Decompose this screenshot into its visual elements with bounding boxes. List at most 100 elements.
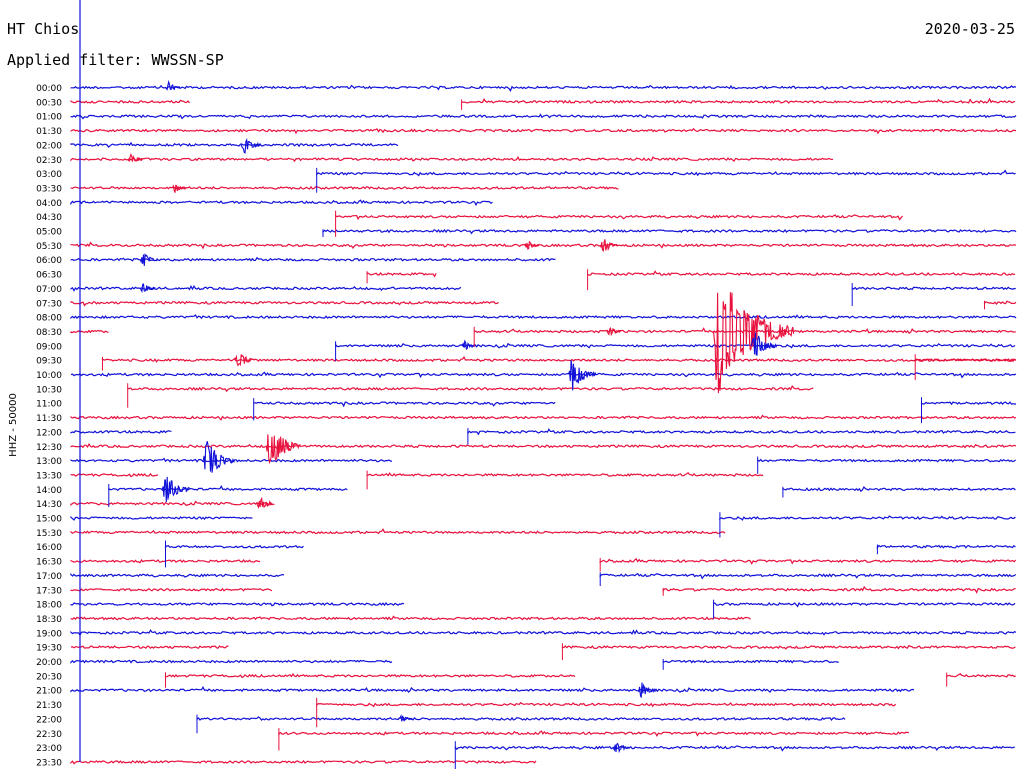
trace-row-26-seg-1 [757, 458, 1017, 463]
event-burst-11 [750, 332, 778, 356]
event-burst-7 [139, 283, 156, 294]
trace-row-39-seg-0 [70, 645, 229, 650]
event-burst-0 [165, 79, 181, 91]
event-burst-20 [612, 742, 630, 754]
row-label-0930: 09:30 [36, 357, 62, 367]
trace-row-4-seg-0 [70, 141, 399, 148]
row-label-2300: 23:00 [36, 744, 62, 754]
row-label-1700: 17:00 [36, 572, 62, 582]
event-burst-6 [139, 252, 158, 266]
event-burst-5 [599, 239, 619, 252]
trace-row-27-seg-0 [70, 472, 159, 478]
trace-row-21-seg-0 [127, 384, 814, 393]
trace-row-19-seg-0 [101, 355, 1017, 363]
trace-row-34-seg-1 [599, 572, 1017, 580]
record-date: 2020-03-25 [924, 20, 1015, 38]
trace-row-9-seg-0 [335, 214, 904, 221]
trace-row-26-seg-0 [70, 457, 393, 463]
trace-row-45-seg-0 [278, 730, 909, 738]
row-label-0100: 01:00 [36, 113, 62, 123]
trace-lines [70, 84, 1017, 765]
row-label-0530: 05:30 [36, 242, 62, 252]
trace-row-10-seg-0 [322, 228, 1017, 235]
trace-row-22-seg-0 [253, 401, 556, 408]
trace-row-36-seg-0 [70, 602, 405, 607]
row-label-0300: 03:00 [36, 170, 62, 180]
row-label-0200: 02:00 [36, 141, 62, 151]
trace-row-25-seg-0 [70, 442, 1017, 450]
row-label-0400: 04:00 [36, 199, 62, 209]
row-label-1000: 10:00 [36, 371, 62, 381]
trace-row-32-seg-1 [876, 544, 1016, 550]
glitch-spikes [79, 0, 985, 769]
row-label-0730: 07:30 [36, 299, 62, 309]
trace-row-19-seg-1 [914, 358, 1016, 363]
trace-row-15-seg-1 [983, 300, 1017, 305]
row-label-1800: 18:00 [36, 601, 62, 611]
row-label-1830: 18:30 [36, 615, 62, 625]
trace-row-36-seg-1 [713, 601, 1016, 608]
trace-row-7-seg-0 [70, 185, 619, 190]
trace-row-44-seg-0 [196, 716, 846, 721]
row-label-0330: 03:30 [36, 184, 62, 194]
event-burst-10 [461, 339, 477, 351]
trace-row-17-seg-1 [473, 327, 1016, 335]
trace-row-13-seg-1 [587, 270, 1016, 277]
row-label-1100: 11:00 [36, 400, 62, 410]
event-burst-17 [256, 496, 275, 509]
event-burst-1 [240, 137, 261, 154]
row-label-2130: 21:30 [36, 701, 62, 711]
row-label-1130: 11:30 [36, 414, 62, 424]
trace-row-1-seg-1 [461, 97, 1016, 104]
event-burst-4 [524, 240, 540, 250]
row-label-0230: 02:30 [36, 156, 62, 166]
trace-row-30-seg-1 [719, 515, 1016, 521]
trace-row-14-seg-0 [70, 284, 462, 292]
row-label-0430: 04:30 [36, 213, 62, 223]
row-label-0600: 06:00 [36, 256, 62, 266]
trace-row-27-seg-1 [366, 471, 764, 477]
event-burst-2 [127, 153, 143, 162]
trace-row-0-seg-0 [70, 84, 1017, 92]
trace-row-16-seg-0 [70, 314, 1017, 320]
row-label-0830: 08:30 [36, 328, 62, 338]
trace-row-33-seg-0 [70, 558, 260, 564]
row-label-0130: 01:30 [36, 127, 62, 137]
trace-row-35-seg-1 [662, 585, 1016, 594]
trace-row-30-seg-0 [70, 515, 253, 521]
row-label-0630: 06:30 [36, 271, 62, 281]
row-label-1300: 13:00 [36, 457, 62, 467]
trace-row-34-seg-0 [70, 572, 285, 578]
event-burst-15 [202, 441, 235, 473]
event-burst-19 [398, 714, 413, 722]
row-label-1930: 19:30 [36, 644, 62, 654]
row-label-0030: 00:30 [36, 98, 62, 108]
station-name: HT Chios [7, 20, 80, 38]
row-label-2100: 21:00 [36, 687, 62, 697]
row-label-0900: 09:00 [36, 342, 62, 352]
row-label-1500: 15:00 [36, 515, 62, 525]
event-burst-12 [234, 354, 255, 367]
trace-row-42-seg-0 [70, 685, 915, 694]
trace-row-14-seg-1 [851, 286, 1016, 291]
trace-row-40-seg-1 [662, 659, 839, 664]
row-labels: 00:00 00:30 01:00 01:30 02:00 02:30 03:00 03:30… [36, 84, 62, 768]
row-label-2230: 22:30 [36, 730, 62, 740]
trace-row-40-seg-0 [70, 659, 393, 664]
trace-row-12-seg-0 [70, 256, 556, 262]
trace-row-2-seg-0 [70, 113, 1017, 120]
row-label-1230: 12:30 [36, 443, 62, 453]
trace-row-1-seg-0 [70, 99, 190, 104]
event-burst-16 [161, 476, 190, 503]
row-label-2030: 20:30 [36, 672, 62, 682]
row-label-1730: 17:30 [36, 586, 62, 596]
row-label-1200: 12:00 [36, 428, 62, 438]
trace-row-41-seg-1 [946, 672, 1016, 678]
event-burst-13 [568, 360, 597, 391]
row-label-1430: 14:30 [36, 500, 62, 510]
trace-row-24-seg-1 [467, 428, 1016, 436]
trace-row-5-seg-0 [70, 155, 834, 163]
trace-row-35-seg-0 [70, 587, 273, 592]
row-label-1530: 15:30 [36, 529, 62, 539]
